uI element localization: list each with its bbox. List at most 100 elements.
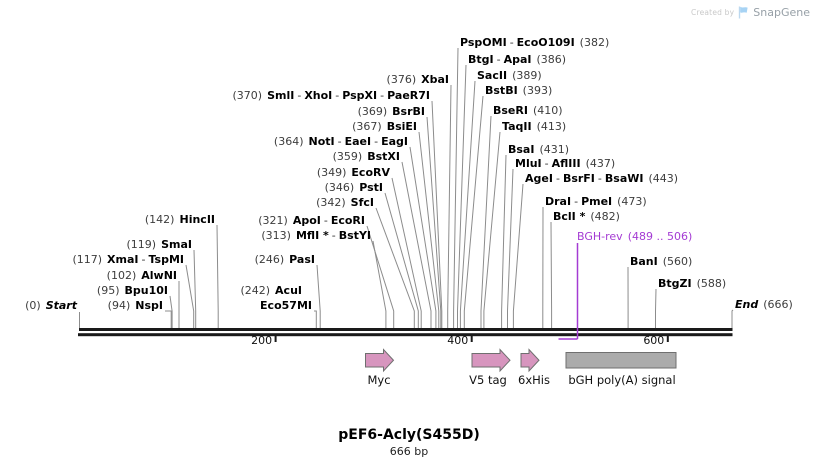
site-name: - — [141, 253, 146, 266]
site-name: HincII — [179, 213, 215, 226]
site-label-sfcI[interactable]: (342) SfcI — [316, 196, 374, 209]
site-position: (369) — [357, 105, 388, 118]
site-label-btgZI[interactable]: BtgZI (588) — [658, 277, 726, 290]
site-name: BsaWI — [604, 172, 644, 185]
site-label-nspI[interactable]: (94) NspI — [108, 299, 163, 312]
site-label-xmaI[interactable]: (117) XmaI - TspMI — [72, 253, 184, 266]
site-label-banI[interactable]: BanI (560) — [630, 255, 692, 268]
ruler-tick-600 — [666, 335, 669, 342]
site-position: (560) — [662, 255, 693, 268]
site-label-btgI[interactable]: BtgI - ApaI (386) — [468, 53, 566, 66]
site-name: Start — [45, 299, 77, 312]
site-name: - — [374, 135, 379, 148]
callout-btgI — [457, 64, 467, 328]
site-label-apoI[interactable]: (321) ApoI - EcoRI — [258, 214, 365, 227]
callout-pstI — [384, 192, 419, 328]
site-name: ApaI — [503, 53, 532, 66]
site-position: (443) — [648, 172, 679, 185]
feature-arrow-myc[interactable] — [365, 348, 395, 373]
site-label-ecoRV[interactable]: (349) EcoRV — [317, 166, 390, 179]
site-position: (382) — [579, 36, 610, 49]
site-name: TspMI — [148, 253, 184, 266]
site-label-bpu10I[interactable]: (95) Bpu10I — [97, 284, 168, 297]
site-name: AlwNI — [141, 269, 177, 282]
site-label-eco57MI[interactable]: Eco57MI — [260, 299, 312, 312]
site-position: (359) — [332, 150, 363, 163]
site-label-bstXI[interactable]: (359) BstXI — [333, 150, 400, 163]
site-name: EcoO109I — [516, 36, 575, 49]
callout-bpu10I — [169, 295, 173, 328]
site-name: XbaI — [421, 73, 449, 86]
ruler-tick-400 — [470, 335, 473, 342]
site-label-pspOMI[interactable]: PspOMI - EcoO109I (382) — [460, 36, 609, 49]
site-position: (346) — [324, 181, 355, 194]
feature-arrow-6xhis[interactable] — [520, 348, 540, 373]
site-label-bsaI[interactable]: BsaI (431) — [508, 143, 569, 156]
site-name: - — [544, 157, 549, 170]
site-name: Bpu10I — [124, 284, 169, 297]
site-position: (489 .. 506) — [627, 230, 693, 243]
site-label-acuI[interactable]: (242) AcuI — [240, 284, 302, 297]
site-label-bsiEI[interactable]: (367) BsiEI — [352, 120, 417, 133]
site-label-ageI[interactable]: AgeI - BsrFI - BsaWI (443) — [525, 172, 678, 185]
created-by-text: Created by — [691, 8, 735, 17]
site-label-smaI[interactable]: (119) SmaI — [127, 238, 193, 251]
site-label-notI[interactable]: (364) NotI - EaeI - EagI — [274, 135, 408, 148]
feature-label-6xhis: 6xHis — [518, 373, 550, 387]
site-name: EcoRV — [351, 166, 390, 179]
site-name: ApoI — [292, 214, 321, 227]
site-label-bseRI[interactable]: BseRI (410) — [493, 104, 563, 117]
callout-nspI — [165, 310, 172, 328]
site-label-draI[interactable]: DraI - PmeI (473) — [545, 195, 647, 208]
site-name: XhoI — [304, 89, 333, 102]
feature-box-bgh-poly-a-signal[interactable] — [565, 352, 677, 369]
ruler-label-600: 600 — [643, 334, 665, 347]
site-label-end[interactable]: End (666) — [735, 298, 793, 311]
site-name: BstXI — [367, 150, 400, 163]
sequence-line-bottom[interactable] — [78, 333, 733, 337]
feature-arrow-v5-tag[interactable] — [471, 348, 511, 373]
site-label-pasI[interactable]: (246) PasI — [255, 253, 315, 266]
callout-apoI — [366, 225, 395, 328]
site-position: (0) — [25, 299, 41, 312]
site-position: (367) — [352, 120, 382, 133]
callout-hincII — [216, 224, 219, 328]
callout-sfcI — [375, 207, 415, 328]
site-label-hincII[interactable]: (142) HincII — [145, 213, 215, 226]
site-name: BseRI — [493, 104, 528, 117]
site-label-start[interactable]: (0) Start — [25, 299, 77, 312]
callout-ecoRV — [391, 177, 422, 328]
sequence-line-top[interactable] — [79, 328, 733, 331]
site-position: (142) — [144, 213, 175, 226]
site-name: - — [323, 214, 328, 227]
site-name: BclI * — [553, 210, 586, 223]
site-label-alwNI[interactable]: (102) AlwNI — [107, 269, 177, 282]
site-name: NspI — [135, 299, 163, 312]
primer-annotation-bgh-rev[interactable] — [558, 243, 579, 340]
site-label-bclI[interactable]: BclI * (482) — [553, 210, 620, 223]
site-name: PmeI — [581, 195, 613, 208]
site-label-taqII[interactable]: TaqII (413) — [502, 120, 566, 133]
site-label-bstBI[interactable]: BstBI (393) — [485, 84, 552, 97]
site-name: BsrFI — [562, 172, 595, 185]
site-name: - — [509, 36, 514, 49]
site-position: (313) — [261, 229, 291, 242]
site-label-mflI[interactable]: (313) MflI * - BstYI — [261, 229, 371, 242]
site-name: TaqII — [502, 120, 532, 133]
site-label-bghRev[interactable]: BGH-rev (489 .. 506) — [577, 230, 692, 243]
site-label-bsrBI[interactable]: (369) BsrBI — [358, 105, 425, 118]
site-name: End — [735, 298, 759, 311]
site-label-pstI[interactable]: (346) PstI — [325, 181, 383, 194]
site-position: (94) — [107, 299, 131, 312]
site-label-sacII[interactable]: SacII (389) — [477, 69, 542, 82]
callout-bseRI — [480, 115, 492, 328]
feature-label-myc: Myc — [367, 373, 391, 387]
site-label-smlI[interactable]: (370) SmlI - XhoI - PspXI - PaeR7I — [232, 89, 430, 102]
callout-mflI — [372, 240, 387, 328]
site-position: (370) — [232, 89, 263, 102]
site-label-mluI[interactable]: MluI - AflIII (437) — [515, 157, 615, 170]
site-label-xbaI[interactable]: (376) XbaI — [387, 73, 449, 86]
site-position: (393) — [522, 84, 553, 97]
callout-notI — [409, 146, 437, 328]
